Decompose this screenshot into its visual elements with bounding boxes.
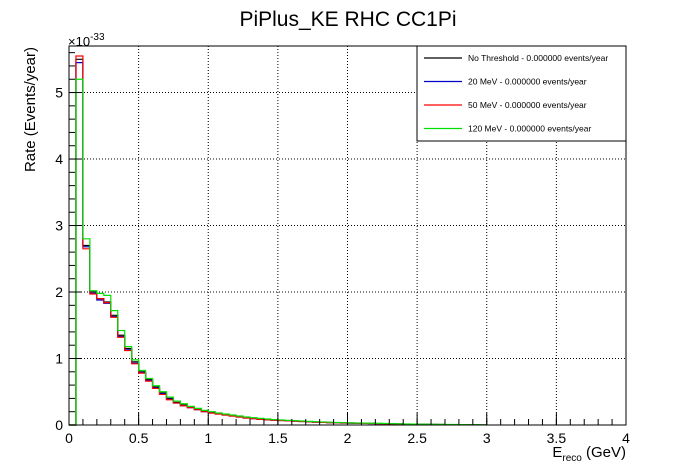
legend-label: 120 MeV - 0.000000 events/year — [468, 124, 591, 134]
y-multiplier-exponent: -33 — [90, 32, 105, 43]
legend-label: 50 MeV - 0.000000 events/year — [468, 100, 587, 110]
x-axis-label-unit: (GeV) — [582, 444, 626, 461]
y-tick-label: 1 — [55, 351, 63, 367]
chart-title: PiPlus_KE RHC CC1Pi — [239, 8, 456, 31]
x-tick-label: 2 — [344, 430, 352, 446]
legend-box — [416, 45, 627, 142]
y-axis-label: Rate (Events/year) — [22, 47, 39, 172]
x-axis-label-main: E — [552, 444, 562, 461]
legend-label: 20 MeV - 0.000000 events/year — [468, 77, 587, 87]
y-multiplier: ×10-33 — [68, 32, 105, 49]
y-tick-label: 4 — [55, 151, 63, 167]
x-tick-label: 3 — [483, 430, 491, 446]
legend-label: No Threshold - 0.000000 events/year — [468, 53, 608, 63]
x-tick-label: 0 — [65, 430, 73, 446]
y-tick-label: 2 — [55, 284, 63, 300]
x-tick-label: 1 — [204, 430, 212, 446]
y-tick-label: 0 — [55, 417, 63, 433]
x-tick-label: 4 — [622, 430, 630, 446]
y-tick-label: 5 — [55, 85, 63, 101]
y-tick-label: 3 — [55, 218, 63, 234]
x-tick-label: 3.5 — [547, 430, 567, 446]
x-axis-label: Ereco (GeV) — [552, 444, 626, 464]
x-axis-label-sub: reco — [562, 453, 582, 464]
legend: No Threshold - 0.000000 events/year 20 Me… — [416, 45, 627, 142]
x-tick-label: 2.5 — [407, 430, 427, 446]
x-tick-label: 1.5 — [268, 430, 288, 446]
x-tick-label: 0.5 — [129, 430, 149, 446]
axes: 0 0.5 1 1.5 2 2.5 3 3.5 4 0 1 2 3 4 5 — [55, 52, 630, 446]
y-multiplier-base: ×10 — [68, 34, 90, 49]
